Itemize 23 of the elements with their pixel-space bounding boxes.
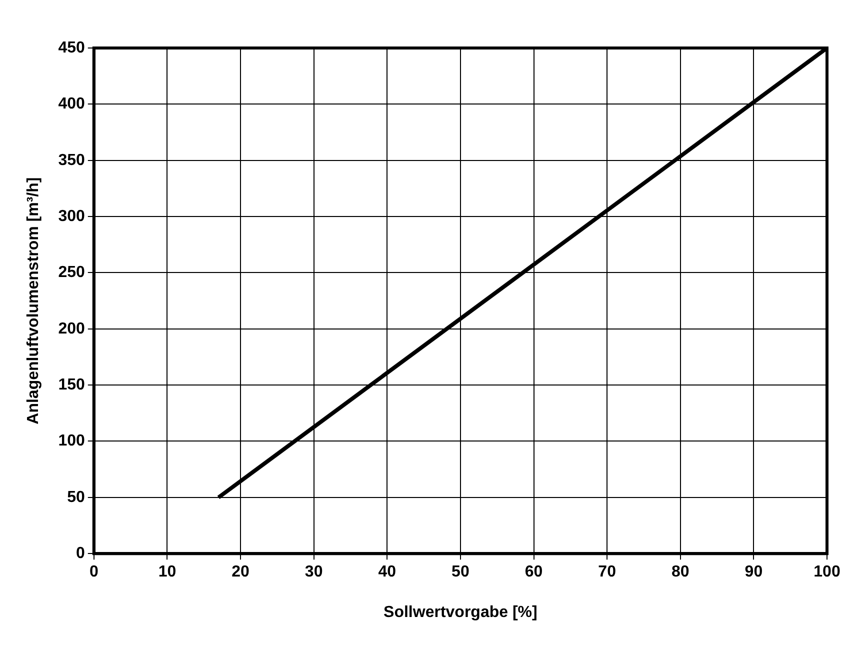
- x-tick-label: 10: [158, 564, 176, 581]
- y-tick-label: 450: [58, 39, 85, 56]
- x-tick-label: 70: [598, 564, 616, 581]
- y-axis-title: Anlagenluftvolumenstrom [m³/h]: [25, 177, 42, 424]
- x-tick-label: 0: [89, 564, 98, 581]
- x-tick-label: 90: [744, 564, 763, 581]
- y-tick-label: 350: [58, 152, 85, 169]
- y-tick-label: 300: [58, 208, 85, 225]
- y-tick-label: 400: [58, 96, 85, 113]
- x-axis-title: Sollwertvorgabe [%]: [384, 604, 538, 621]
- x-tick-label: 100: [814, 564, 840, 581]
- y-tick-label: 0: [76, 545, 85, 562]
- x-tick-label: 40: [378, 564, 396, 581]
- y-tick-label: 150: [58, 376, 85, 394]
- x-tick-label: 60: [524, 564, 543, 581]
- y-tick-label: 250: [58, 264, 85, 282]
- y-tick-label: 100: [58, 432, 85, 450]
- x-tick-label: 30: [304, 564, 323, 581]
- x-tick-label: 80: [671, 564, 690, 581]
- x-tick-label: 50: [452, 564, 470, 581]
- y-tick-label: 200: [58, 320, 85, 338]
- x-tick-label: 20: [232, 564, 250, 581]
- y-tick-label: 50: [67, 488, 85, 506]
